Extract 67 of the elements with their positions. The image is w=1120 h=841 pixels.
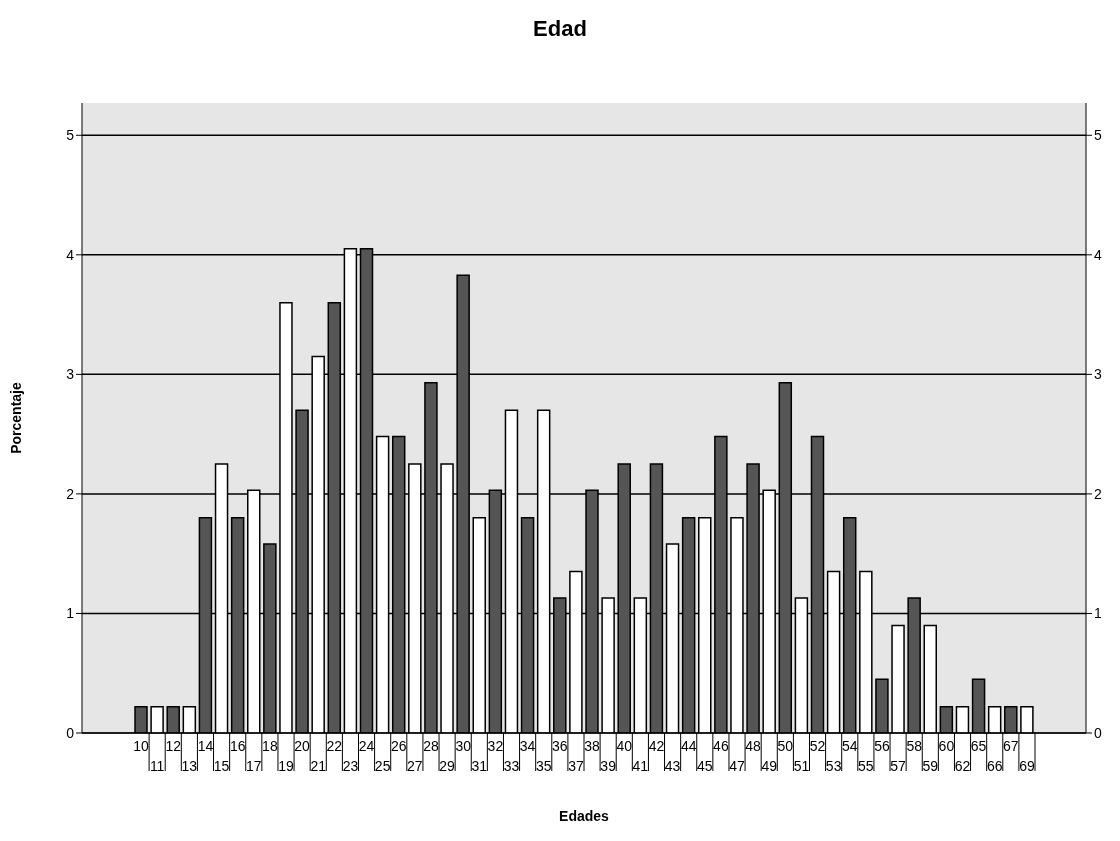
x-tick-label: 65 xyxy=(970,738,987,754)
y2-tick-label: 0 xyxy=(1094,724,1102,741)
x-tick-label: 27 xyxy=(407,758,423,774)
x-tick-label: 11 xyxy=(149,758,165,774)
x-tick-label: 47 xyxy=(729,758,746,774)
x-tick-label: 52 xyxy=(809,738,826,754)
x-tick-label: 30 xyxy=(455,738,472,754)
x-tick-label: 26 xyxy=(390,738,407,754)
x-tick-label: 36 xyxy=(552,738,568,754)
y-tick-label: 3 xyxy=(66,366,75,383)
x-tick-label: 54 xyxy=(841,738,858,754)
x-tick-label: 13 xyxy=(181,758,198,774)
x-tick-label: 38 xyxy=(584,738,601,754)
x-tick-label: 18 xyxy=(262,738,278,754)
x-tick-label: 31 xyxy=(471,758,488,774)
x-tick-label: 44 xyxy=(680,738,697,754)
x-tick-label: 29 xyxy=(439,758,456,774)
chart-title: Edad xyxy=(532,16,588,42)
x-tick-label: 43 xyxy=(664,758,681,774)
x-tick-label: 35 xyxy=(535,758,552,774)
y-tick-label: 4 xyxy=(66,246,75,263)
y2-tick-label: 4 xyxy=(1094,246,1102,263)
x-tick-label: 34 xyxy=(519,738,536,754)
x-tick-label: 19 xyxy=(278,758,295,774)
x-tick-label: 32 xyxy=(487,738,504,754)
y-tick-label: 1 xyxy=(66,605,75,622)
x-tick-label: 10 xyxy=(133,738,150,754)
x-tick-label: 22 xyxy=(326,738,343,754)
x-tick-label: 42 xyxy=(648,738,665,754)
x-tick-label: 12 xyxy=(165,738,182,754)
x-axis-title: Edades xyxy=(559,808,610,824)
x-tick-label: 57 xyxy=(890,758,907,774)
x-tick-label: 58 xyxy=(906,738,923,754)
x-tick-label: 16 xyxy=(229,738,246,754)
y-tick-label: 2 xyxy=(66,485,75,502)
x-tick-label: 21 xyxy=(310,758,327,774)
x-tick-label: 62 xyxy=(954,758,971,774)
y2-tick-label: 3 xyxy=(1094,366,1102,383)
x-tick-label: 28 xyxy=(423,738,439,754)
x-tick-label: 15 xyxy=(213,758,230,774)
x-tick-label: 24 xyxy=(358,738,375,754)
x-tick-label: 69 xyxy=(1019,758,1035,774)
x-tick-label: 51 xyxy=(793,758,810,774)
x-tick-label: 50 xyxy=(777,738,794,754)
x-tick-label: 39 xyxy=(600,758,617,774)
y-tick-label: 0 xyxy=(66,724,75,741)
y2-tick-label: 5 xyxy=(1094,127,1102,144)
x-tick-label: 33 xyxy=(503,758,520,774)
x-tick-label: 60 xyxy=(938,738,955,754)
x-tick-label: 37 xyxy=(568,758,584,774)
x-tick-label: 59 xyxy=(922,758,939,774)
x-tick-label: 20 xyxy=(294,738,311,754)
x-tick-label: 23 xyxy=(342,758,359,774)
x-tick-label: 66 xyxy=(986,758,1003,774)
x-tick-label: 55 xyxy=(858,758,874,774)
x-tick-label: 56 xyxy=(874,738,890,754)
x-tick-label: 46 xyxy=(713,738,729,754)
x-tick-label: 53 xyxy=(825,758,842,774)
x-tick-label: 45 xyxy=(697,758,713,774)
x-tick-label: 17 xyxy=(246,758,262,774)
y2-tick-label: 2 xyxy=(1094,485,1102,502)
y-tick-label: 5 xyxy=(66,127,75,144)
x-tick-label: 25 xyxy=(374,758,391,774)
y-axis-title: Porcentaje xyxy=(7,382,24,454)
x-tick-label: 67 xyxy=(1003,738,1019,754)
y2-tick-label: 1 xyxy=(1094,605,1102,622)
x-tick-label: 14 xyxy=(197,738,214,754)
